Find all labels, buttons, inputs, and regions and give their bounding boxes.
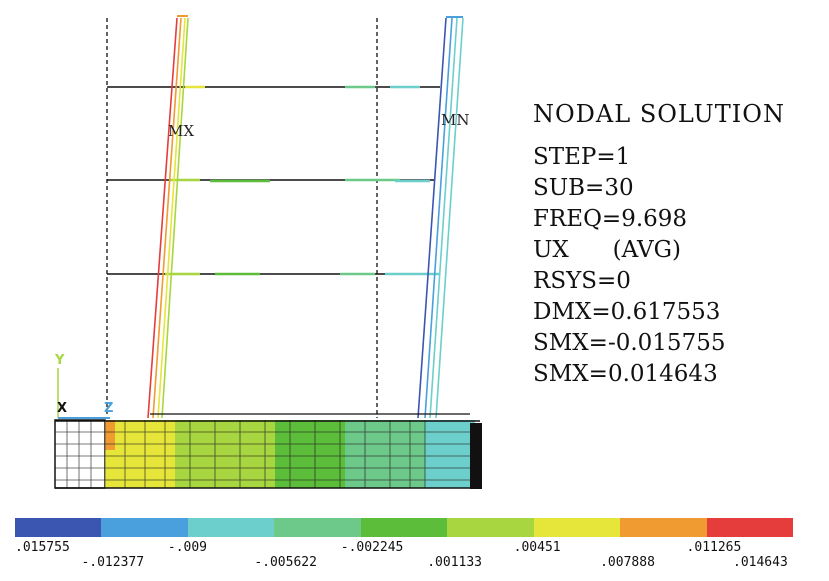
- legend-tick-4: -.002245: [340, 540, 404, 555]
- left-column: [147, 15, 189, 419]
- legend-segment-4: [360, 518, 448, 537]
- legend-tick-2: -.009: [167, 540, 208, 555]
- info-smx: SMX=0.014643: [533, 361, 718, 387]
- legend-tick-1: -.012377: [81, 555, 145, 570]
- contour-legend-bar: [15, 518, 793, 537]
- legend-tick-7: .007888: [600, 555, 655, 570]
- info-freq: FREQ=9.698: [533, 206, 688, 232]
- legend-segment-3: [274, 518, 361, 537]
- legend-tick-9: .014643: [733, 555, 788, 570]
- legend-tick-5: .001133: [427, 555, 483, 570]
- legend-segment-5: [447, 518, 534, 537]
- info-dmx: DMX=0.617553: [533, 299, 721, 325]
- model-viewport: MX MN: [54, 15, 482, 489]
- info-step: STEP=1: [533, 144, 631, 170]
- legend-segment-6: [533, 518, 621, 537]
- legend-segment-8: [706, 518, 793, 537]
- legend-segment-1: [101, 518, 188, 537]
- solution-info-panel: NODAL SOLUTION STEP=1 SUB=30 FREQ=9.698 …: [533, 100, 785, 390]
- legend-tick-6: .00451: [513, 540, 561, 555]
- legend-tick-3: -.005622: [254, 555, 317, 570]
- legend-segment-2: [187, 518, 275, 537]
- legend-segment-0: [15, 518, 102, 537]
- legend-tick-8: .011265: [686, 540, 742, 555]
- min-label: MN: [441, 111, 469, 129]
- right-column: [417, 16, 464, 419]
- axis-x-label: X: [57, 401, 67, 416]
- max-label: MX: [168, 122, 194, 140]
- info-result-item: UX (AVG): [533, 237, 682, 263]
- info-sub: SUB=30: [533, 175, 634, 201]
- axis-triad: Y X Z: [54, 353, 113, 419]
- solution-title: NODAL SOLUTION: [533, 100, 785, 128]
- legend-segment-7: [620, 518, 707, 537]
- foundation-base: [54, 413, 482, 489]
- info-smn: SMX=-0.015755: [533, 330, 726, 356]
- beam-contour-patches: [165, 85, 440, 276]
- legend-tick-0: .015755: [15, 540, 70, 555]
- axis-y-label: Y: [54, 353, 65, 368]
- axis-z-label: Z: [104, 401, 113, 416]
- info-rsys: RSYS=0: [533, 268, 631, 294]
